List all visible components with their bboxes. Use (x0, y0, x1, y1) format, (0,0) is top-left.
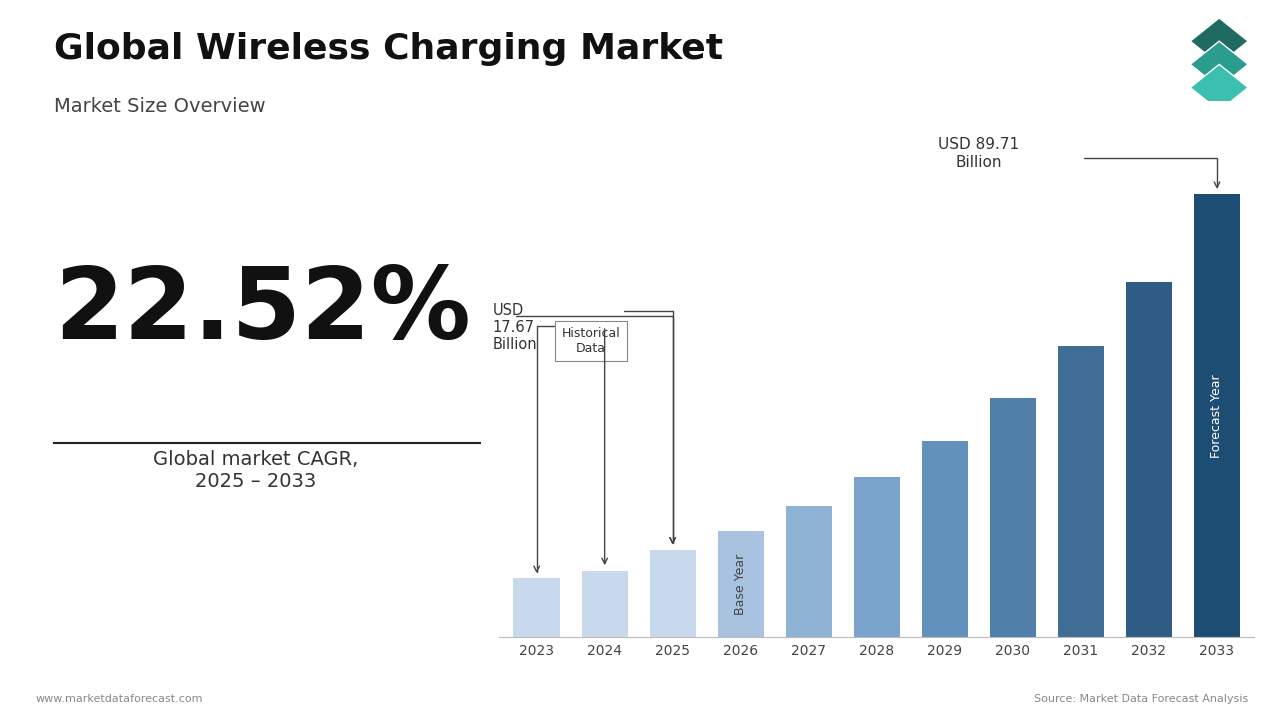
Text: 22.52%: 22.52% (54, 263, 471, 360)
Bar (1126, 282, 1172, 637)
Bar (718, 531, 764, 637)
Bar (786, 506, 832, 637)
Text: Historical
Data: Historical Data (562, 327, 621, 355)
Bar (922, 441, 968, 637)
Polygon shape (1190, 64, 1248, 111)
Bar (581, 570, 627, 637)
Bar (513, 578, 559, 637)
Text: Market Size Overview: Market Size Overview (54, 97, 265, 116)
Text: USD 89.71
Billion: USD 89.71 Billion (938, 137, 1019, 170)
Text: Forecast Year: Forecast Year (1211, 374, 1224, 457)
Bar (854, 477, 900, 637)
Text: Global Wireless Charging Market: Global Wireless Charging Market (54, 32, 723, 66)
Text: Source: Market Data Forecast Analysis: Source: Market Data Forecast Analysis (1034, 694, 1248, 704)
Polygon shape (1190, 18, 1248, 64)
Text: Global market CAGR,
2025 – 2033: Global market CAGR, 2025 – 2033 (154, 450, 358, 491)
Text: USD
17.67
Billion: USD 17.67 Billion (493, 302, 538, 353)
Polygon shape (1190, 41, 1248, 88)
Bar (649, 550, 696, 637)
Bar (1194, 194, 1240, 637)
Text: Base Year: Base Year (735, 553, 748, 614)
Bar (989, 397, 1036, 637)
Bar (1057, 346, 1105, 637)
Text: www.marketdataforecast.com: www.marketdataforecast.com (36, 694, 204, 704)
